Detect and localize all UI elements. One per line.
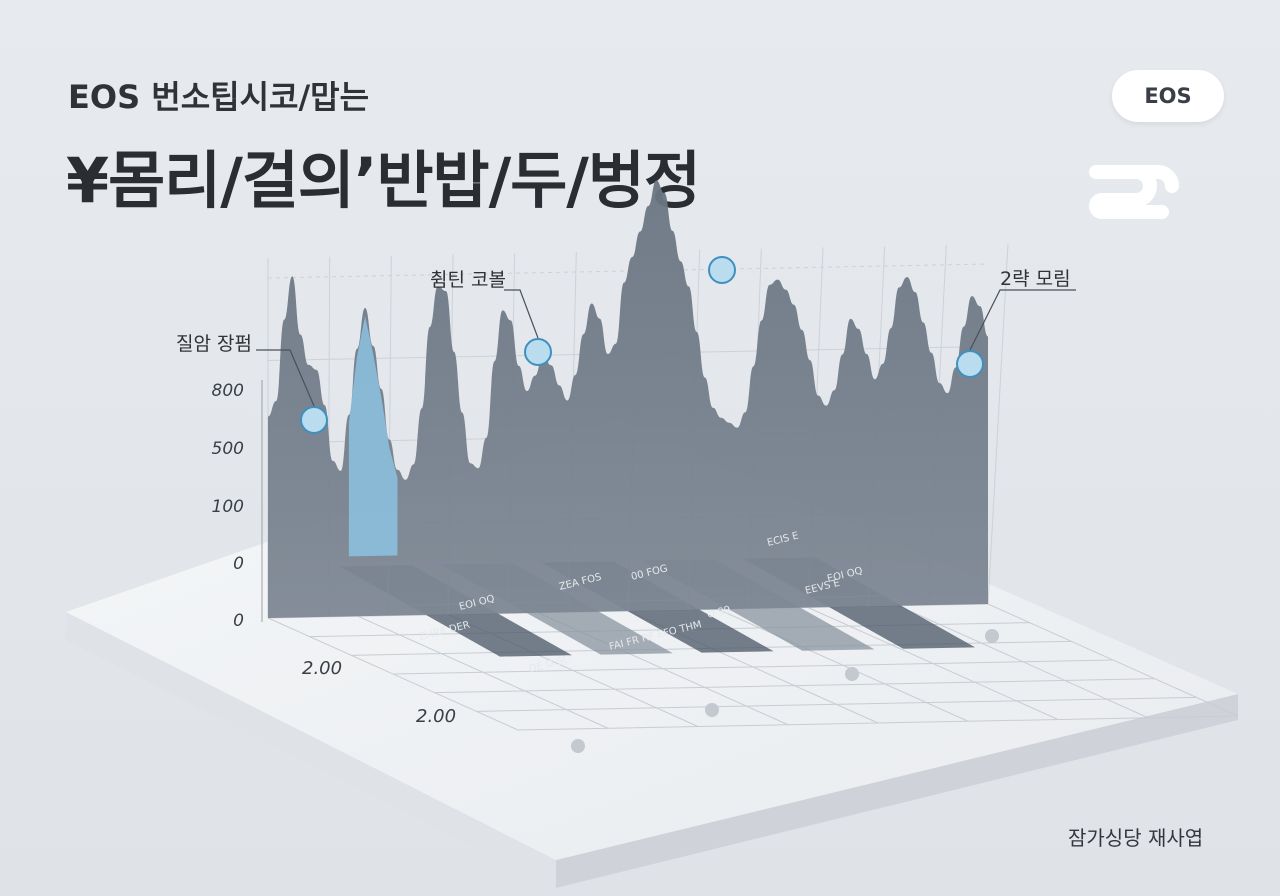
y-tick-label: 0 (233, 554, 244, 574)
eos-badge[interactable]: EOS (1112, 70, 1224, 122)
platform-side (556, 694, 1238, 888)
platform-dot (705, 703, 719, 717)
floor-grid-line (434, 678, 1155, 694)
y-tick-label: 800 (212, 381, 244, 401)
box-icon (956, 350, 984, 378)
platform-front (66, 612, 556, 888)
x-tick-label: 2.00 (416, 706, 456, 727)
area-series (268, 180, 988, 618)
y-tick-label: 100 (212, 497, 244, 517)
callout-label: 췸틴 코볼 (430, 269, 506, 291)
highlight-band (348, 315, 398, 557)
flask-icon (524, 338, 552, 366)
y-tick-label: 0 (233, 611, 244, 631)
callout-leader-line (504, 289, 539, 339)
callout-leader-line (256, 349, 315, 407)
callouts: 질암 장펌 췸틴 코볼 2략 모림 (176, 256, 1076, 434)
callout-leader-line (969, 289, 1076, 351)
y-tick-label: 500 (212, 439, 244, 459)
floor-grid-line (392, 659, 1114, 675)
footer-caption: 잠가싱당 재사엽 (1068, 826, 1204, 850)
callout-label: 질암 장펌 (176, 333, 252, 355)
chart-subtitle: EOS 번소팁시코/맙는 (68, 78, 370, 116)
rounded-s-logo-icon (1089, 165, 1179, 219)
back-grid-line (987, 243, 1009, 605)
platform-dot (845, 667, 859, 681)
platform-dot (985, 629, 999, 643)
floor-grid-line (476, 696, 1197, 712)
platform-dot (571, 739, 585, 753)
clock-icon (708, 256, 736, 284)
x-tick-label: 2.00 (302, 658, 342, 679)
series-area (268, 180, 988, 618)
floor-grid-line (517, 715, 1239, 731)
callout-label: 2략 모림 (1000, 268, 1071, 290)
chart-title: ¥몸리/걸의’반밥/두/벙정 (66, 144, 701, 217)
document-icon (300, 406, 328, 434)
